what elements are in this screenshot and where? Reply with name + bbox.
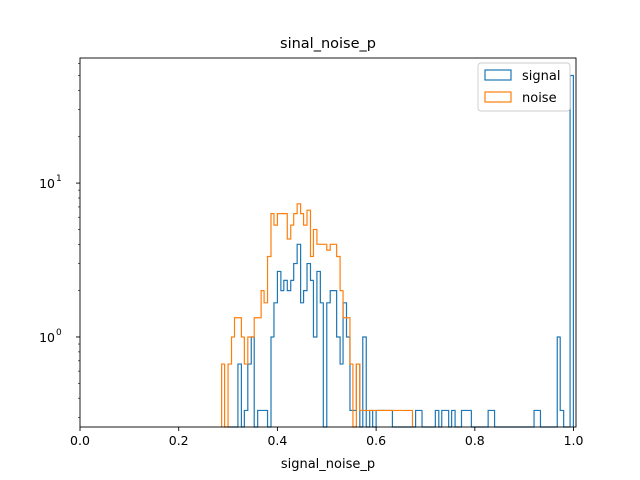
x-axis-label: signal_noise_p — [281, 457, 375, 472]
plot-frame — [79, 57, 577, 428]
y-tick-exponent: 1 — [56, 174, 62, 184]
x-tick-label: 0.2 — [169, 433, 189, 448]
legend-box — [477, 62, 571, 112]
y-tick-exponent: 0 — [56, 328, 62, 338]
x-axis: 0.0 0.2 0.4 0.6 0.8 1.0 — [70, 427, 584, 448]
x-tick-label: 0.4 — [267, 433, 287, 448]
legend-swatch-noise — [484, 91, 512, 103]
histogram-series-signal — [228, 74, 574, 428]
legend-label-noise: noise — [522, 91, 557, 106]
series-layer — [221, 74, 574, 428]
x-tick-label: 0.8 — [465, 433, 485, 448]
legend-label-signal: signal — [522, 69, 560, 84]
histogram-series-noise — [221, 203, 414, 428]
y-tick-label: 10 — [39, 176, 55, 191]
x-tick-label: 1.0 — [564, 433, 584, 448]
y-tick-label: 10 — [39, 330, 55, 345]
x-tick-label: 0.0 — [70, 433, 90, 448]
chart-title: sinal_noise_p — [280, 36, 376, 52]
legend-swatch-signal — [484, 69, 512, 81]
legend: signal noise — [477, 62, 571, 112]
x-tick-label: 0.6 — [366, 433, 386, 448]
